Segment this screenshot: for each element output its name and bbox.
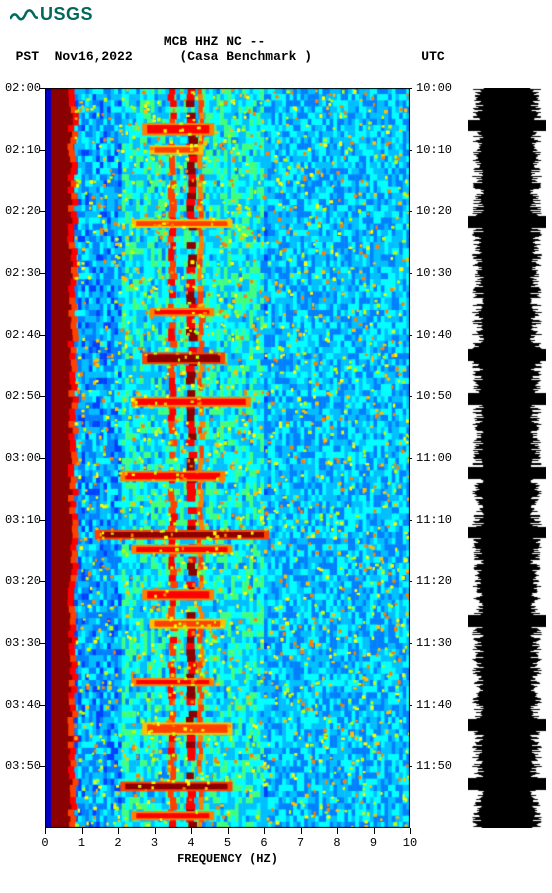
x-tick: 3 [151, 836, 158, 850]
right-tz: UTC [421, 49, 444, 64]
y-left-tick: 02:00 [5, 81, 41, 95]
y-right-tick: 10:30 [416, 266, 452, 280]
x-tick: 8 [333, 836, 340, 850]
y-right-tick: 11:10 [416, 513, 452, 527]
y-axis-right: 10:0010:1010:2010:3010:4010:5011:0011:10… [412, 88, 462, 828]
header-row2: PST Nov16,2022 (Casa Benchmark ) UTC [0, 49, 552, 64]
y-left-tick: 02:40 [5, 328, 41, 342]
usgs-logo-text: USGS [40, 4, 93, 25]
spectrogram-canvas [45, 88, 410, 828]
x-tick: 6 [260, 836, 267, 850]
x-tick: 7 [297, 836, 304, 850]
station-code: MCB HHZ NC -- [164, 34, 265, 49]
y-right-tick: 11:50 [416, 759, 452, 773]
station-line: MCB HHZ NC -- [0, 34, 552, 49]
x-tick: 0 [41, 836, 48, 850]
amplitude-strip [468, 88, 546, 828]
y-right-tick: 11:20 [416, 574, 452, 588]
y-right-tick: 11:40 [416, 698, 452, 712]
amplitude-canvas [468, 88, 546, 828]
y-right-tick: 10:40 [416, 328, 452, 342]
y-left-tick: 03:40 [5, 698, 41, 712]
y-right-tick: 10:20 [416, 204, 452, 218]
usgs-logo: USGS [10, 4, 93, 25]
plot-header: MCB HHZ NC -- PST Nov16,2022 (Casa Bench… [0, 34, 552, 64]
y-left-tick: 03:30 [5, 636, 41, 650]
spectrogram-plot [45, 88, 410, 828]
y-left-tick: 03:00 [5, 451, 41, 465]
x-tick: 9 [370, 836, 377, 850]
y-left-tick: 03:20 [5, 574, 41, 588]
x-tick: 1 [78, 836, 85, 850]
y-right-tick: 11:00 [416, 451, 452, 465]
y-left-tick: 02:50 [5, 389, 41, 403]
y-right-tick: 10:10 [416, 143, 452, 157]
x-axis: FREQUENCY (HZ) 012345678910 [45, 828, 410, 868]
x-axis-label: FREQUENCY (HZ) [177, 852, 278, 866]
y-left-tick: 02:30 [5, 266, 41, 280]
x-tick: 2 [114, 836, 121, 850]
y-left-tick: 02:20 [5, 204, 41, 218]
header-date: Nov16,2022 [55, 49, 133, 64]
y-left-tick: 03:50 [5, 759, 41, 773]
x-tick: 4 [187, 836, 194, 850]
x-tick: 5 [224, 836, 231, 850]
y-left-tick: 02:10 [5, 143, 41, 157]
y-right-tick: 10:00 [416, 81, 452, 95]
left-tz: PST [16, 49, 39, 64]
y-right-tick: 10:50 [416, 389, 452, 403]
station-name: (Casa Benchmark ) [179, 49, 312, 64]
y-right-tick: 11:30 [416, 636, 452, 650]
y-axis-left: 02:0002:1002:2002:3002:4002:5003:0003:10… [0, 88, 45, 828]
x-tick: 10 [403, 836, 417, 850]
usgs-wave-icon [10, 7, 38, 23]
y-left-tick: 03:10 [5, 513, 41, 527]
